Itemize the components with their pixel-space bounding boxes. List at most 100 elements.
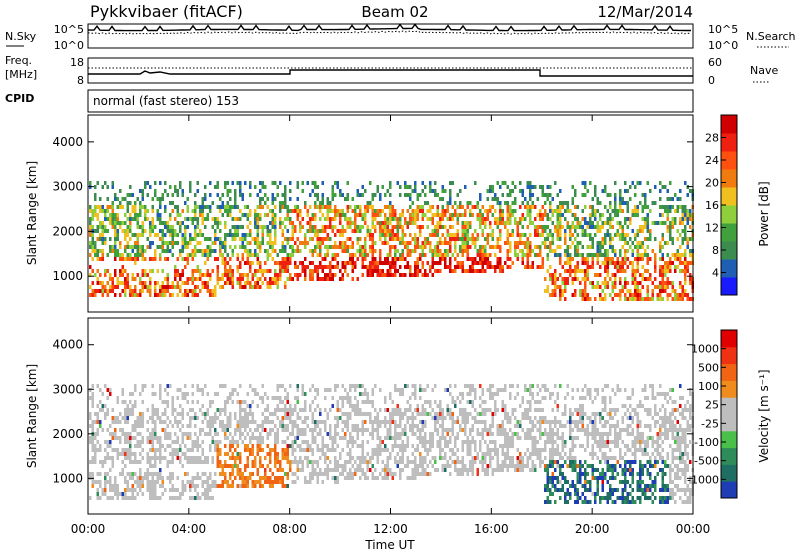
power-cell bbox=[99, 257, 102, 261]
velocity-cell bbox=[91, 424, 94, 428]
power-cell bbox=[406, 249, 409, 253]
velocity-cell bbox=[314, 472, 317, 476]
power-cell bbox=[226, 181, 229, 185]
power-cell bbox=[136, 253, 139, 257]
power-cell bbox=[389, 217, 392, 221]
velocity-cell bbox=[156, 412, 159, 416]
power-cell bbox=[666, 285, 669, 289]
power-cell bbox=[274, 273, 277, 277]
power-cell bbox=[266, 269, 269, 273]
velocity-cell bbox=[154, 392, 157, 396]
velocity-cell bbox=[416, 464, 419, 468]
power-cell bbox=[114, 249, 117, 253]
power-cell bbox=[231, 285, 234, 289]
power-cell bbox=[526, 181, 529, 185]
velocity-cell bbox=[261, 436, 264, 440]
velocity-cell bbox=[201, 460, 204, 464]
velocity-cell bbox=[114, 480, 117, 484]
velocity-cell bbox=[206, 488, 209, 492]
power-cell bbox=[511, 189, 514, 193]
power-cell bbox=[509, 245, 512, 249]
velocity-cell bbox=[129, 472, 132, 476]
power-cell bbox=[514, 221, 517, 225]
freq-label-2: [MHz] bbox=[5, 68, 37, 81]
power-cell bbox=[169, 249, 172, 253]
power-cell bbox=[284, 265, 287, 269]
power-cell bbox=[631, 277, 634, 281]
power-cell bbox=[596, 245, 599, 249]
power-cell bbox=[331, 193, 334, 197]
power-cell bbox=[559, 253, 562, 257]
power-cell bbox=[474, 229, 477, 233]
power-cell bbox=[614, 273, 617, 277]
velocity-cell bbox=[444, 464, 447, 468]
power-cell bbox=[324, 225, 327, 229]
power-cell bbox=[671, 217, 674, 221]
power-cell bbox=[549, 193, 552, 197]
velocity-cell bbox=[386, 468, 389, 472]
power-cell bbox=[409, 221, 412, 225]
power-cell bbox=[436, 233, 439, 237]
power-cell bbox=[191, 221, 194, 225]
velocity-cell bbox=[214, 440, 217, 444]
velocity-cell bbox=[219, 452, 222, 456]
power-cell bbox=[544, 245, 547, 249]
power-cell bbox=[136, 233, 139, 237]
velocity-cell bbox=[154, 420, 157, 424]
power-cell bbox=[601, 237, 604, 241]
velocity-cell bbox=[114, 488, 117, 492]
power-cell bbox=[526, 265, 529, 269]
power-cell bbox=[451, 213, 454, 217]
velocity-cell bbox=[224, 460, 227, 464]
power-cell bbox=[111, 209, 114, 213]
velocity-cell bbox=[196, 492, 199, 496]
power-cell bbox=[136, 241, 139, 245]
power-cell bbox=[544, 289, 547, 293]
power-cell bbox=[554, 249, 557, 253]
velocity-cell bbox=[289, 464, 292, 468]
power-cell bbox=[524, 217, 527, 221]
velocity-cell bbox=[284, 396, 287, 400]
power-cell bbox=[421, 261, 424, 265]
velocity-cell bbox=[96, 472, 99, 476]
power-cell bbox=[284, 197, 287, 201]
velocity-cell bbox=[159, 468, 162, 472]
power-cell bbox=[591, 221, 594, 225]
velocity-cell bbox=[326, 432, 329, 436]
freq-left-tick-top: 18 bbox=[70, 56, 84, 69]
velocity-cell bbox=[231, 440, 234, 444]
power-cell bbox=[629, 297, 632, 301]
power-cell bbox=[334, 265, 337, 269]
power-cell bbox=[564, 217, 567, 221]
power-cell bbox=[156, 213, 159, 217]
power-cell bbox=[439, 253, 442, 257]
velocity-cell bbox=[436, 404, 439, 408]
power-cell bbox=[496, 225, 499, 229]
power-cell bbox=[364, 209, 367, 213]
power-cell bbox=[139, 245, 142, 249]
power-cell bbox=[496, 265, 499, 269]
velocity-cell bbox=[406, 384, 409, 388]
velocity-cell bbox=[464, 468, 467, 472]
velocity-cell bbox=[401, 444, 404, 448]
noise-right-label: N.Search bbox=[746, 30, 796, 43]
velocity-cell bbox=[306, 444, 309, 448]
power-cell bbox=[124, 281, 127, 285]
power-cell bbox=[124, 213, 127, 217]
power-cell bbox=[436, 253, 439, 257]
power-cell bbox=[574, 277, 577, 281]
power-cell bbox=[429, 189, 432, 193]
power-cell bbox=[649, 233, 652, 237]
power-cell bbox=[366, 209, 369, 213]
power-cell bbox=[659, 269, 662, 273]
power-cell bbox=[206, 273, 209, 277]
power-cell bbox=[424, 241, 427, 245]
velocity-cell bbox=[146, 460, 149, 464]
power-cell bbox=[546, 245, 549, 249]
power-cell bbox=[366, 265, 369, 269]
velocity-cell bbox=[401, 456, 404, 460]
power-cell bbox=[664, 269, 667, 273]
velocity-cell bbox=[246, 412, 249, 416]
power-cell bbox=[264, 249, 267, 253]
power-cell bbox=[249, 233, 252, 237]
